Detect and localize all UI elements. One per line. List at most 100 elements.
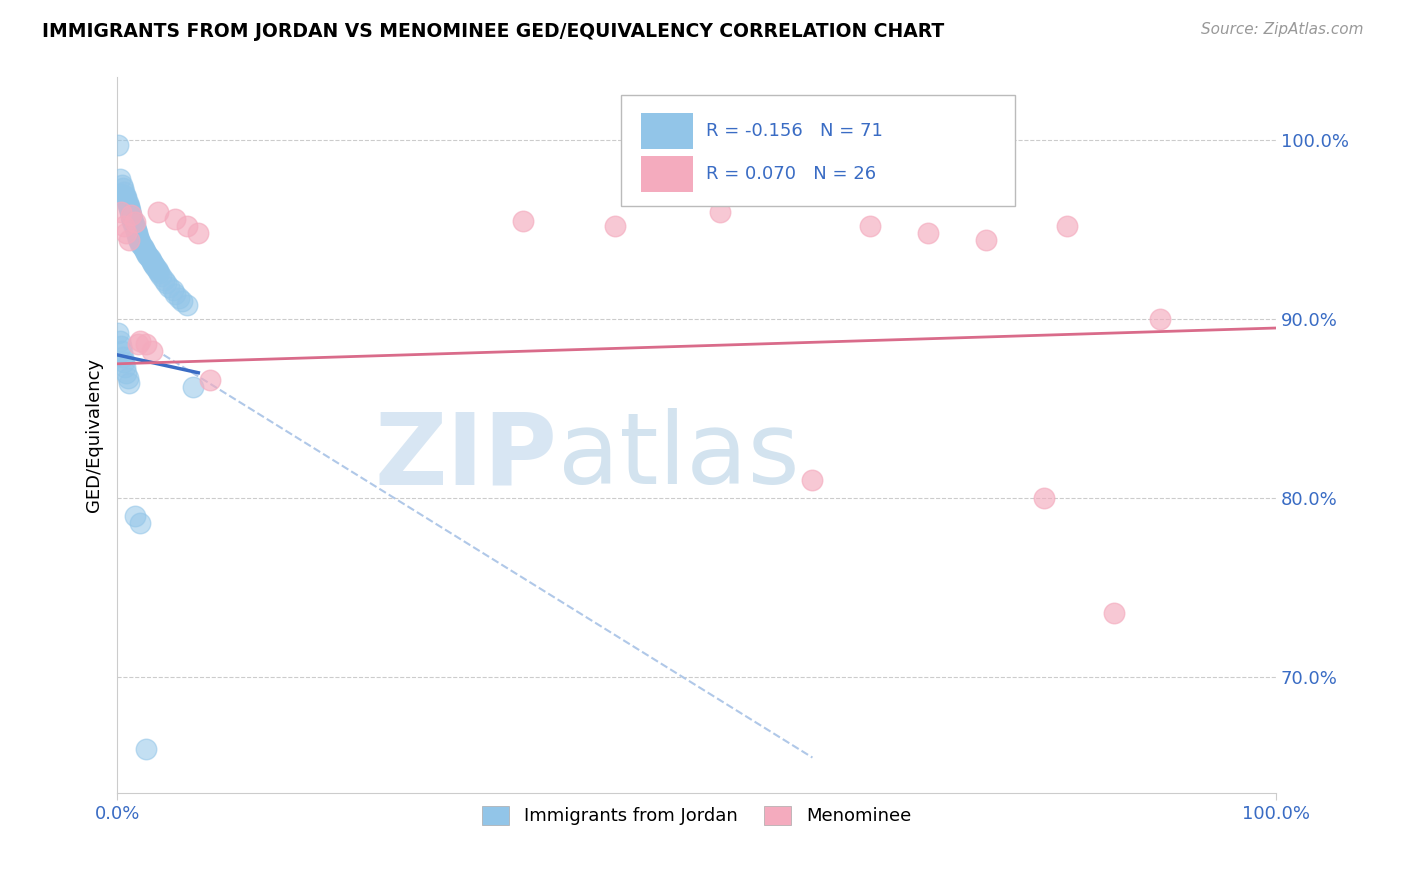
Point [115,366,138,380]
Point [118,202,141,217]
Point [127,229,149,244]
Point [974,233,997,247]
Point [131,240,153,254]
FancyBboxPatch shape [621,95,1015,206]
Point [118,376,141,391]
Point [125,222,148,236]
Point [1102,606,1125,620]
Point [111,344,134,359]
Point [135,741,157,756]
Point [114,360,136,375]
Point [136,247,159,261]
Point [124,220,146,235]
Point [117,195,139,210]
Point [1056,219,1078,233]
Point [122,217,145,231]
Point [129,334,152,348]
Point [131,238,153,252]
Text: R = 0.070   N = 26: R = 0.070 N = 26 [706,165,876,183]
Point [122,215,145,229]
Point [108,334,131,348]
Point [117,197,139,211]
Point [121,211,143,226]
Point [135,337,157,351]
Point [121,213,143,227]
Point [129,235,152,249]
Point [111,350,134,364]
Point [112,185,135,199]
Point [605,219,627,233]
Point [134,244,156,258]
Point [118,199,141,213]
Point [198,373,221,387]
Point [112,219,135,233]
Point [187,226,209,240]
Point [146,204,169,219]
Point [1149,312,1171,326]
Point [155,277,177,291]
Point [146,264,169,278]
Point [111,178,134,192]
Point [1033,491,1056,505]
FancyBboxPatch shape [641,113,693,149]
Text: Source: ZipAtlas.com: Source: ZipAtlas.com [1201,22,1364,37]
Point [120,208,142,222]
Point [129,516,152,530]
Point [145,260,167,275]
Point [124,508,146,523]
Point [125,224,148,238]
Point [110,186,132,201]
Point [801,473,824,487]
Point [110,204,132,219]
Point [162,284,184,298]
Point [124,215,146,229]
Point [117,371,139,385]
Point [145,262,167,277]
Point [127,231,149,245]
FancyBboxPatch shape [641,156,693,192]
Point [142,256,165,270]
Point [172,294,194,309]
Point [108,172,131,186]
Point [141,254,163,268]
Point [167,291,190,305]
Point [859,219,882,233]
Point [114,188,136,202]
Point [176,298,198,312]
Point [107,326,129,341]
Point [127,337,149,351]
Point [110,339,132,353]
Point [111,181,134,195]
Point [120,208,142,222]
Point [135,245,157,260]
Point [118,201,141,215]
Point [143,258,166,272]
Point [157,280,180,294]
Point [115,192,138,206]
Point [176,219,198,233]
Point [138,251,160,265]
Point [129,236,152,251]
Point [181,380,204,394]
Text: atlas: atlas [558,409,799,506]
Point [115,190,138,204]
Text: IMMIGRANTS FROM JORDAN VS MENOMINEE GED/EQUIVALENCY CORRELATION CHART: IMMIGRANTS FROM JORDAN VS MENOMINEE GED/… [42,22,945,41]
Text: R = -0.156   N = 71: R = -0.156 N = 71 [706,122,883,140]
Point [512,213,534,227]
Point [141,344,163,359]
Point [917,226,939,240]
Point [115,226,138,240]
Point [118,233,141,247]
Y-axis label: GED/Equivalency: GED/Equivalency [86,359,103,513]
Point [112,355,135,369]
Point [118,204,141,219]
Point [150,269,173,284]
Point [132,242,155,256]
Point [107,138,129,153]
Point [709,204,731,219]
Point [128,233,150,247]
Point [124,219,146,233]
Point [148,266,170,280]
Point [120,210,142,224]
Point [165,211,187,226]
